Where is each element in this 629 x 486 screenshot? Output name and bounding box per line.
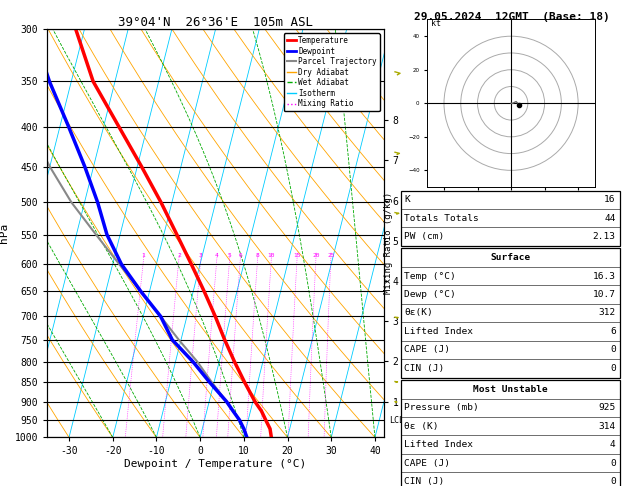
Text: 10: 10	[267, 254, 275, 259]
Text: Surface: Surface	[490, 253, 530, 262]
Text: 5: 5	[228, 254, 231, 259]
Text: 20: 20	[312, 254, 320, 259]
Text: 16: 16	[604, 195, 616, 204]
Text: Pressure (mb): Pressure (mb)	[404, 403, 479, 412]
Text: 4: 4	[610, 440, 616, 449]
Text: 925: 925	[599, 403, 616, 412]
Title: 39°04'N  26°36'E  105m ASL: 39°04'N 26°36'E 105m ASL	[118, 16, 313, 29]
Text: © weatheronline.co.uk: © weatheronline.co.uk	[459, 471, 564, 480]
Text: Lifted Index: Lifted Index	[404, 327, 474, 336]
Text: Mixing Ratio (g/kg): Mixing Ratio (g/kg)	[384, 192, 392, 294]
Text: 6: 6	[238, 254, 242, 259]
Text: CIN (J): CIN (J)	[404, 364, 445, 373]
Text: 16.3: 16.3	[593, 272, 616, 280]
Text: 10.7: 10.7	[593, 290, 616, 299]
Text: 8: 8	[256, 254, 260, 259]
Text: 4: 4	[215, 254, 219, 259]
Y-axis label: hPa: hPa	[0, 223, 9, 243]
Text: CAPE (J): CAPE (J)	[404, 346, 450, 354]
Text: 6: 6	[610, 327, 616, 336]
Text: PW (cm): PW (cm)	[404, 232, 445, 241]
Text: CIN (J): CIN (J)	[404, 477, 445, 486]
Text: θε (K): θε (K)	[404, 422, 439, 431]
Y-axis label: km
ASL: km ASL	[415, 223, 432, 244]
X-axis label: Dewpoint / Temperature (°C): Dewpoint / Temperature (°C)	[125, 459, 306, 469]
Text: Totals Totals: Totals Totals	[404, 214, 479, 223]
Text: 15: 15	[293, 254, 301, 259]
Text: 2: 2	[177, 254, 181, 259]
Text: 312: 312	[599, 309, 616, 317]
Text: 29.05.2024  12GMT  (Base: 18): 29.05.2024 12GMT (Base: 18)	[413, 12, 610, 22]
Text: 0: 0	[610, 477, 616, 486]
Text: Lifted Index: Lifted Index	[404, 440, 474, 449]
Text: 1: 1	[142, 254, 145, 259]
Text: 44: 44	[604, 214, 616, 223]
Text: kt: kt	[431, 19, 440, 28]
Text: 314: 314	[599, 422, 616, 431]
Text: CAPE (J): CAPE (J)	[404, 459, 450, 468]
Text: 3: 3	[199, 254, 203, 259]
Text: K: K	[404, 195, 410, 204]
Text: 25: 25	[327, 254, 335, 259]
Text: 0: 0	[610, 459, 616, 468]
Text: Temp (°C): Temp (°C)	[404, 272, 456, 280]
Text: 2.13: 2.13	[593, 232, 616, 241]
Text: Most Unstable: Most Unstable	[473, 385, 547, 394]
Text: 0: 0	[610, 364, 616, 373]
Text: θε(K): θε(K)	[404, 309, 433, 317]
Text: LCL: LCL	[389, 416, 404, 424]
Text: 0: 0	[610, 346, 616, 354]
Text: Dewp (°C): Dewp (°C)	[404, 290, 456, 299]
Legend: Temperature, Dewpoint, Parcel Trajectory, Dry Adiabat, Wet Adiabat, Isotherm, Mi: Temperature, Dewpoint, Parcel Trajectory…	[284, 33, 380, 111]
